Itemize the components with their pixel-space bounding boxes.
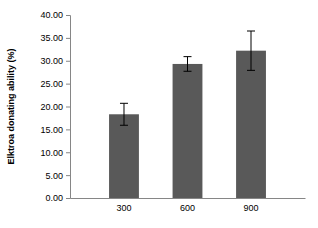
y-tick-mark [66,129,70,130]
x-axis-line [71,198,306,199]
y-tick: 5.00 [45,171,70,181]
y-tick-mark [66,84,70,85]
error-stem [251,31,252,70]
y-tick-label: 20.00 [40,102,63,112]
y-tick-label: 10.00 [40,148,63,158]
y-tick-label: 30.00 [40,56,63,66]
error-cap [120,103,128,104]
marks [109,31,266,198]
error-cap [184,56,192,57]
error-bar [184,57,192,72]
x-tick: 600 [180,198,195,213]
y-tick-mark [66,61,70,62]
y-tick-mark [66,152,70,153]
bar [173,64,203,198]
y-tick: 20.00 [40,102,70,112]
error-stem [187,57,188,72]
y-tick-label: 5.00 [45,171,63,181]
error-bar [247,31,255,70]
error-cap [184,71,192,72]
y-axis: 0.00 5.00 10.00 15.00 20.00 25.00 30.00 35.00 40… [40,10,70,203]
y-tick: 0.00 [45,193,70,203]
y-tick-label: 0.00 [45,193,63,203]
y-tick-label: 25.00 [40,79,63,89]
error-stem [123,103,124,125]
x-tick: 300 [116,198,131,213]
y-tick-mark [66,38,70,39]
error-cap [247,31,255,32]
y-tick-mark [66,15,70,16]
error-cap [247,70,255,71]
error-cap [120,125,128,126]
y-tick-mark [66,107,70,108]
x-tick-label: 300 [116,203,131,213]
y-tick: 10.00 [40,148,70,158]
y-tick-mark [66,175,70,176]
y-tick: 30.00 [40,56,70,66]
y-tick-label: 35.00 [40,33,63,43]
x-axis: 300 600 900 [71,198,306,213]
y-tick: 25.00 [40,79,70,89]
x-tick-label: 900 [243,203,258,213]
y-axis-line [66,16,71,199]
error-bar [120,103,128,125]
bar [236,51,266,198]
x-tick: 900 [243,198,258,213]
y-tick: 15.00 [40,125,70,135]
y-tick: 40.00 [40,10,70,20]
x-tick-label: 600 [180,203,195,213]
bar [109,114,139,198]
y-axis-title: Elktroa donating ability (%) [6,48,16,164]
y-tick-mark [66,198,70,199]
plot: 0.00 5.00 10.00 15.00 20.00 25.00 30.00 35.00 40… [40,10,305,213]
chart: 0.00 5.00 10.00 15.00 20.00 25.00 30.00 35.00 40… [0,0,318,228]
y-tick-label: 15.00 [40,125,63,135]
y-tick: 35.00 [40,33,70,43]
y-tick-label: 40.00 [40,10,63,20]
